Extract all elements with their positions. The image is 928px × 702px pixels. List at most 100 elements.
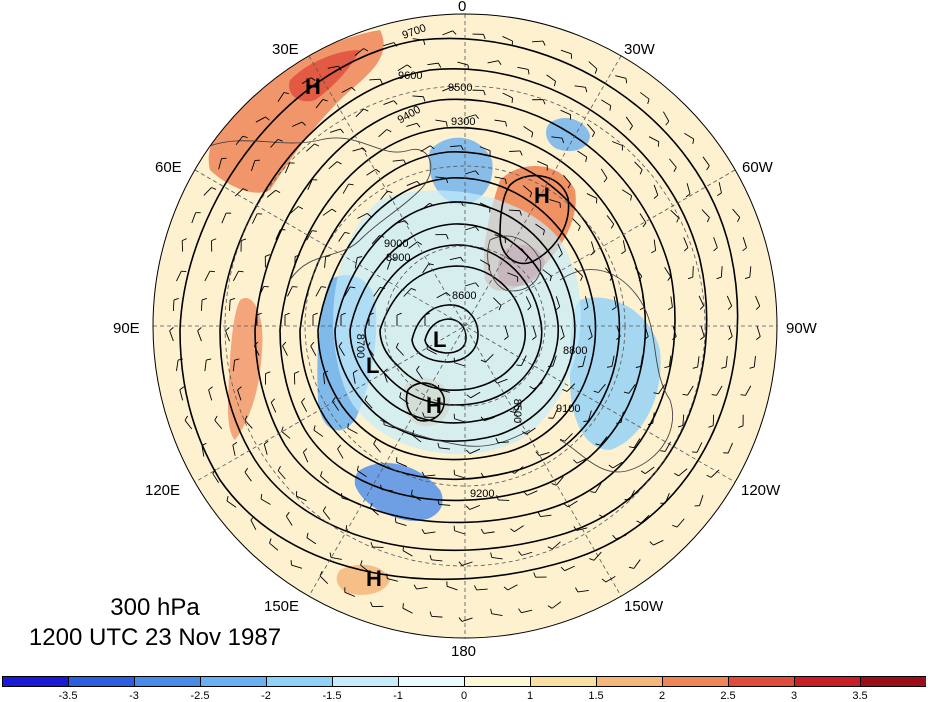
wind-barb-feather [488,265,491,271]
wind-barb-feather [460,257,464,262]
wind-barb-feather [749,366,755,369]
wind-barb [439,447,451,450]
colorbar-tick-label: 2.5 [720,690,736,702]
wind-barb [551,601,562,609]
colorbar-box [596,676,662,687]
wind-barb [287,286,293,297]
wind-barb [672,325,677,337]
wind-barb-feather [588,336,593,340]
wind-barb [485,353,494,363]
wind-barb [301,401,308,412]
wind-barb [386,259,392,270]
wind-barb [201,445,205,457]
wind-barb [250,519,257,531]
wind-barb-feather [629,125,633,131]
wind-barb-feather [383,368,388,373]
wind-barb [191,212,197,224]
wind-barb-feather [423,39,426,46]
wind-barb-feather [322,99,328,102]
wind-barb [670,209,679,219]
wind-barb [745,385,752,396]
wind-barb-feather [672,524,678,528]
wind-barb-feather [625,78,628,84]
wind-barb-feather [608,464,614,469]
wind-barb-feather [490,552,493,558]
wind-barb-feather [396,312,402,316]
wind-barb-feather [480,416,485,421]
wind-barb [422,263,430,274]
wind-barb [431,615,443,618]
wind-barb-feather [212,469,217,474]
wind-barb-feather [403,159,407,165]
wind-barb [616,325,621,337]
wind-barb-feather [609,105,612,111]
colorbar-tick-label: -1.5 [322,690,342,702]
wind-barb-feather [518,608,522,613]
wind-barb-feather [336,161,342,165]
wind-barb [676,518,685,528]
wind-barb [683,237,689,248]
wind-barb [344,286,351,297]
wind-barb [277,470,286,480]
lon-label-180: 180 [451,643,477,660]
wind-barb-feather [275,189,281,194]
wind-barb [479,202,491,208]
wind-barb [521,609,533,614]
wind-barb [560,49,572,55]
wind-barb-feather [560,336,565,340]
wind-barb [338,346,345,356]
lon-label-0: 0 [458,0,467,15]
wind-barb [497,441,509,444]
colorbar-box [200,676,266,687]
wind-barb-feather [498,305,502,311]
wind-barb-feather [647,98,650,104]
wind-barb [225,330,230,342]
wind-barb-feather [531,132,534,138]
wind-barb-feather [683,247,689,252]
wind-barb [668,355,672,367]
wind-barb [577,150,587,158]
wind-barb-feather [742,247,747,252]
wind-barb [218,158,222,170]
wind-barb [269,542,279,551]
wind-barb-feather [664,366,670,369]
wind-barb [514,403,522,413]
wind-barb [686,183,691,194]
wind-barb-feather [206,358,212,361]
wind-barb [753,355,756,368]
wind-barb [342,183,350,194]
wind-barb-feather [416,123,421,128]
wind-barb-feather [612,534,617,540]
wind-barb [372,546,384,548]
wind-barb-feather [256,312,262,316]
wind-barb-feather [322,506,327,512]
wind-barb-feather [310,341,315,347]
wind-barb [366,168,377,176]
wind-barb [755,295,761,307]
wind-barb [566,383,576,392]
contour-label-9500: 9500 [448,82,473,94]
wind-barb [564,565,575,572]
wind-barb [330,557,342,560]
wind-barb-feather [386,573,388,579]
wind-barb [234,188,244,197]
wind-barb [603,510,613,518]
wind-barb-feather [598,514,604,518]
wind-barb [395,347,405,356]
contour-9400 [279,126,647,502]
contour-label-9600: 9600 [398,70,423,82]
contour-label-9000: 9000 [384,238,409,250]
wind-barb-feather [416,365,420,371]
wind-barb [698,295,705,307]
wind-barb [615,534,627,540]
wind-barb [470,391,481,399]
wind-barb-feather [214,415,218,421]
wind-barb [270,139,279,148]
wind-barb [600,168,608,179]
wind-barb-feather [721,366,727,369]
wind-barb-feather [585,87,588,93]
wind-barb [670,296,673,308]
wind-barb [720,266,723,278]
wind-barb-feather [692,138,695,144]
wind-barb [606,215,615,225]
